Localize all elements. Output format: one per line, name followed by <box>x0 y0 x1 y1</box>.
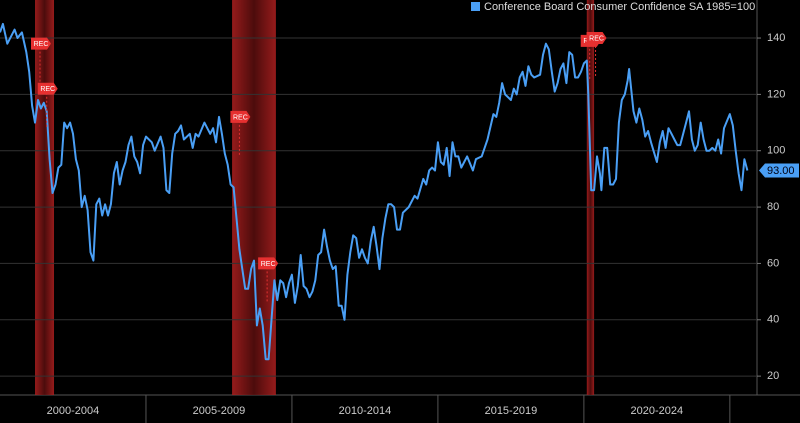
last-value-tag: 93.00 <box>759 163 799 178</box>
annotation-label: REC <box>40 86 55 93</box>
y-tick-label: 120 <box>767 88 785 100</box>
y-tick-label: 40 <box>767 314 779 326</box>
x-tick-label: 2020-2024 <box>631 405 684 417</box>
y-tick-label: 80 <box>767 201 779 213</box>
recession-band <box>232 0 276 395</box>
annotation-label: REC <box>233 114 248 121</box>
annotation-tag <box>258 257 279 270</box>
legend: Conference Board Consumer Confidence SA … <box>471 1 755 13</box>
y-tick-label: 100 <box>767 145 785 157</box>
annotation-label: REC <box>34 41 49 48</box>
last-value-label: 93.00 <box>767 165 795 177</box>
recession-band <box>586 0 595 395</box>
legend-swatch <box>471 2 480 11</box>
legend-label: Conference Board Consumer Confidence SA … <box>484 1 755 13</box>
annotation-tag <box>37 82 58 95</box>
x-tick-label: 2005-2009 <box>193 405 246 417</box>
y-tick-label: 60 <box>767 257 779 269</box>
line-series <box>0 22 749 361</box>
y-tick-label: 140 <box>767 32 785 44</box>
annotation-tag <box>30 37 51 50</box>
y-tick-label: 20 <box>767 370 779 382</box>
annotation: REC <box>258 257 279 270</box>
annotation-tag <box>230 110 251 123</box>
annotation: REC <box>230 110 251 123</box>
annotation: REC <box>37 82 58 95</box>
annotation: REC <box>30 37 51 50</box>
last-value-box <box>759 163 799 178</box>
x-tick-label: 2015-2019 <box>485 405 538 417</box>
recession-band <box>35 0 55 395</box>
annotation-tag <box>586 32 607 45</box>
annotation: REC <box>586 32 607 45</box>
annotation-label: REC <box>589 35 604 42</box>
x-tick-label: 2000-2004 <box>47 405 100 417</box>
annotation-label: REC <box>261 261 276 268</box>
x-tick-label: 2010-2014 <box>339 405 392 417</box>
